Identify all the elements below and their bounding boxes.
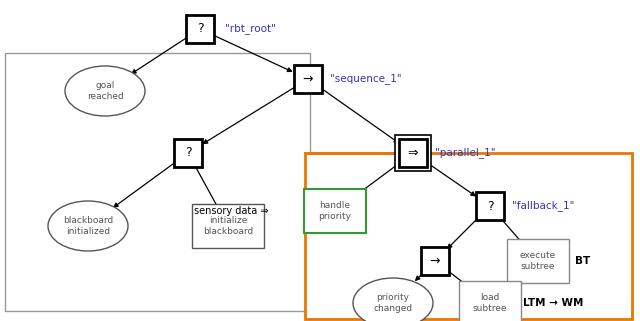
Ellipse shape <box>48 201 128 251</box>
Bar <box>192 204 264 248</box>
Bar <box>186 15 214 43</box>
Text: ?: ? <box>486 199 493 213</box>
Text: initialize
blackboard: initialize blackboard <box>203 216 253 236</box>
Text: "fallback_1": "fallback_1" <box>512 201 574 212</box>
Bar <box>459 281 521 321</box>
Text: "rbt_root": "rbt_root" <box>225 23 276 34</box>
Text: BT: BT <box>575 256 590 266</box>
Bar <box>305 153 632 319</box>
Bar <box>304 189 366 233</box>
Text: execute
subtree: execute subtree <box>520 251 556 271</box>
Text: load
subtree: load subtree <box>473 293 508 313</box>
Text: handle
priority: handle priority <box>319 201 351 221</box>
Text: "parallel_1": "parallel_1" <box>435 148 495 159</box>
Bar <box>507 239 569 283</box>
Bar <box>399 139 427 167</box>
Text: ?: ? <box>196 22 204 36</box>
Bar <box>395 135 431 171</box>
Bar <box>5 53 310 311</box>
Text: →: → <box>303 73 313 85</box>
Text: LTM → WM: LTM → WM <box>523 298 584 308</box>
Bar <box>294 65 322 93</box>
Bar <box>421 247 449 275</box>
Text: priority
changed: priority changed <box>373 293 413 313</box>
Bar <box>476 192 504 220</box>
Ellipse shape <box>65 66 145 116</box>
Text: ?: ? <box>185 146 191 160</box>
Bar <box>174 139 202 167</box>
Ellipse shape <box>353 278 433 321</box>
Text: ⇒: ⇒ <box>408 146 419 160</box>
Text: blackboard
initialized: blackboard initialized <box>63 216 113 236</box>
Text: →: → <box>429 255 440 267</box>
Text: goal
reached: goal reached <box>86 81 124 101</box>
Text: "sequence_1": "sequence_1" <box>330 74 402 84</box>
Text: sensory data ⇒: sensory data ⇒ <box>193 206 268 216</box>
